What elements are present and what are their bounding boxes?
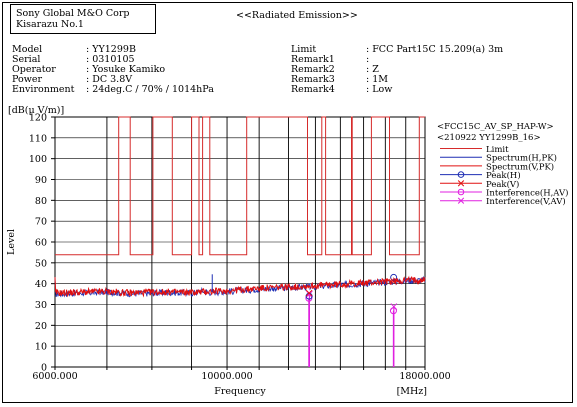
legend-entry-label: Spectrum(H,PK) [486,153,557,164]
y-tick-label: 20 [35,321,47,332]
y-tick-label: 80 [35,196,47,207]
meta-label-limit: Limit [291,44,317,55]
site-name: Kisarazu No.1 [16,19,84,30]
interference-v-marker [390,303,398,310]
legend-marker-circle [457,171,465,178]
peak-v-marker [305,289,313,297]
interference-v-marker [306,290,313,298]
peak-v-marker [390,278,398,285]
meta-label-serial: Serial [12,54,41,65]
report-title: <<Radiated Emission>> [236,10,358,21]
y-tick-label: 90 [35,175,47,186]
meta-label-model: Model [12,44,43,55]
y-tick-label: 60 [35,238,47,249]
y-tick-label: 70 [35,217,47,228]
meta-value-limit: : FCC Part15C 15.209(a) 3m [366,44,504,55]
meta-label-environment: Environment [12,84,75,95]
spectrum-h-line [54,275,426,298]
legend-marker-x [457,180,465,187]
company-name: Sony Global M&O Corp [16,8,130,19]
legend-entry-label: Interference(V,AV) [486,196,566,207]
legend-header-1: <FCC15C_AV_SP_HAP-W> [437,122,554,132]
y-tick-label: 120 [29,113,47,124]
report-frame [2,2,573,403]
x-tick-label: 6000.000 [32,371,77,382]
meta-value-serial: : 0310105 [86,54,135,65]
meta-value-model: : YY1299B [86,44,136,55]
legend-marker-circle [457,188,465,196]
x-tick-label: 18000.000 [399,371,450,382]
spectrum-v-line [54,275,426,298]
y-unit-label: [dB(μ V/m)] [8,105,64,116]
meta-label-remark2: Remark2 [291,64,335,75]
limit-line [55,116,425,256]
legend-entry-label: Peak(H) [486,170,521,181]
y-tick-label: 40 [35,279,47,290]
legend-entry-label: Interference(H,AV) [486,188,568,199]
meta-value-power: : DC 3.8V [86,74,133,85]
legend-entry-label: Peak(V) [486,179,519,190]
y-tick-label: 10 [35,342,47,353]
meta-label-remark3: Remark3 [291,74,335,85]
meta-value-environment: : 24deg.C / 70% / 1014hPa [86,84,214,95]
x-unit-label: [MHz] [397,386,427,397]
legend-entry-label: Limit [486,145,509,155]
meta-label-operator: Operator [12,64,56,75]
meta-value-remark3: : 1M [366,74,388,85]
meta-value-remark4: : Low [366,84,393,95]
meta-value-operator: : Yosuke Kamiko [86,64,166,75]
company-box: Sony Global M&O Corp Kisarazu No.1 [10,4,156,34]
legend-header-2: <210922 YY1299B_16> [437,133,541,143]
y-tick-label: 0 [41,363,47,374]
meta-value-remark2: : Z [366,64,379,75]
legend-entry-label: Spectrum(V,PK) [486,161,554,172]
x-tick-label: 10000.000 [201,371,252,382]
legend-marker-x [457,197,465,204]
x-axis-title: Frequency [214,386,266,397]
y-tick-label: 50 [35,258,47,269]
meta-label-remark1: Remark1 [291,54,335,65]
meta-value-remark1: : [366,54,370,65]
y-axis-title: Level [6,229,17,255]
meta-label-remark4: Remark4 [291,84,335,95]
y-tick-label: 110 [29,133,47,144]
y-tick-label: 30 [35,300,47,311]
meta-label-power: Power [12,74,43,85]
y-tick-label: 100 [29,154,47,165]
peak-h-marker [390,273,398,281]
